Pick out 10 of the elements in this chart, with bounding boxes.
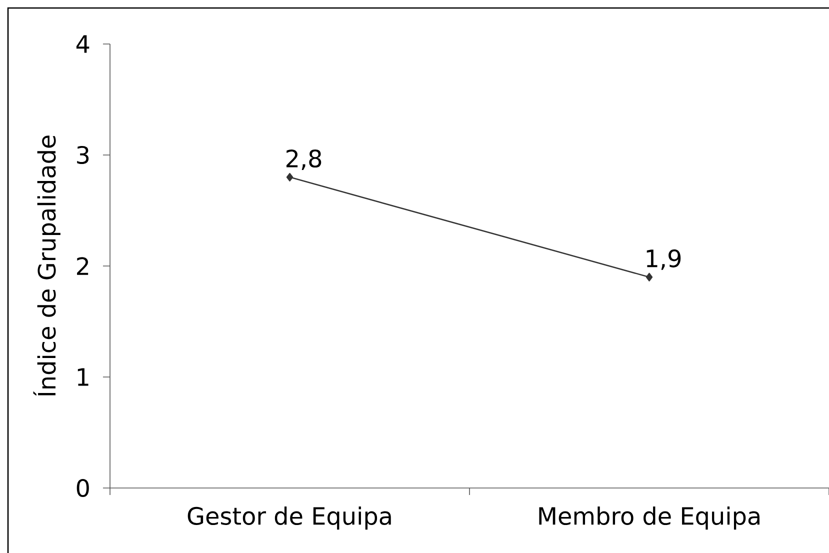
x-tick-label: Membro de Equipa (539, 506, 760, 530)
y-tick-label: 1 (78, 368, 88, 386)
y-tick-label: 3 (77, 146, 89, 164)
y-axis-title: Índice de Grupalidade (33, 136, 60, 396)
data-label: 2,8 (286, 149, 322, 170)
y-tick-label: 0 (76, 478, 89, 498)
data-label: 1,9 (646, 249, 681, 270)
y-tick-label: 4 (76, 35, 90, 53)
y-tick-label: 2 (77, 257, 88, 275)
x-tick-label: Gestor de Equipa (188, 506, 391, 530)
